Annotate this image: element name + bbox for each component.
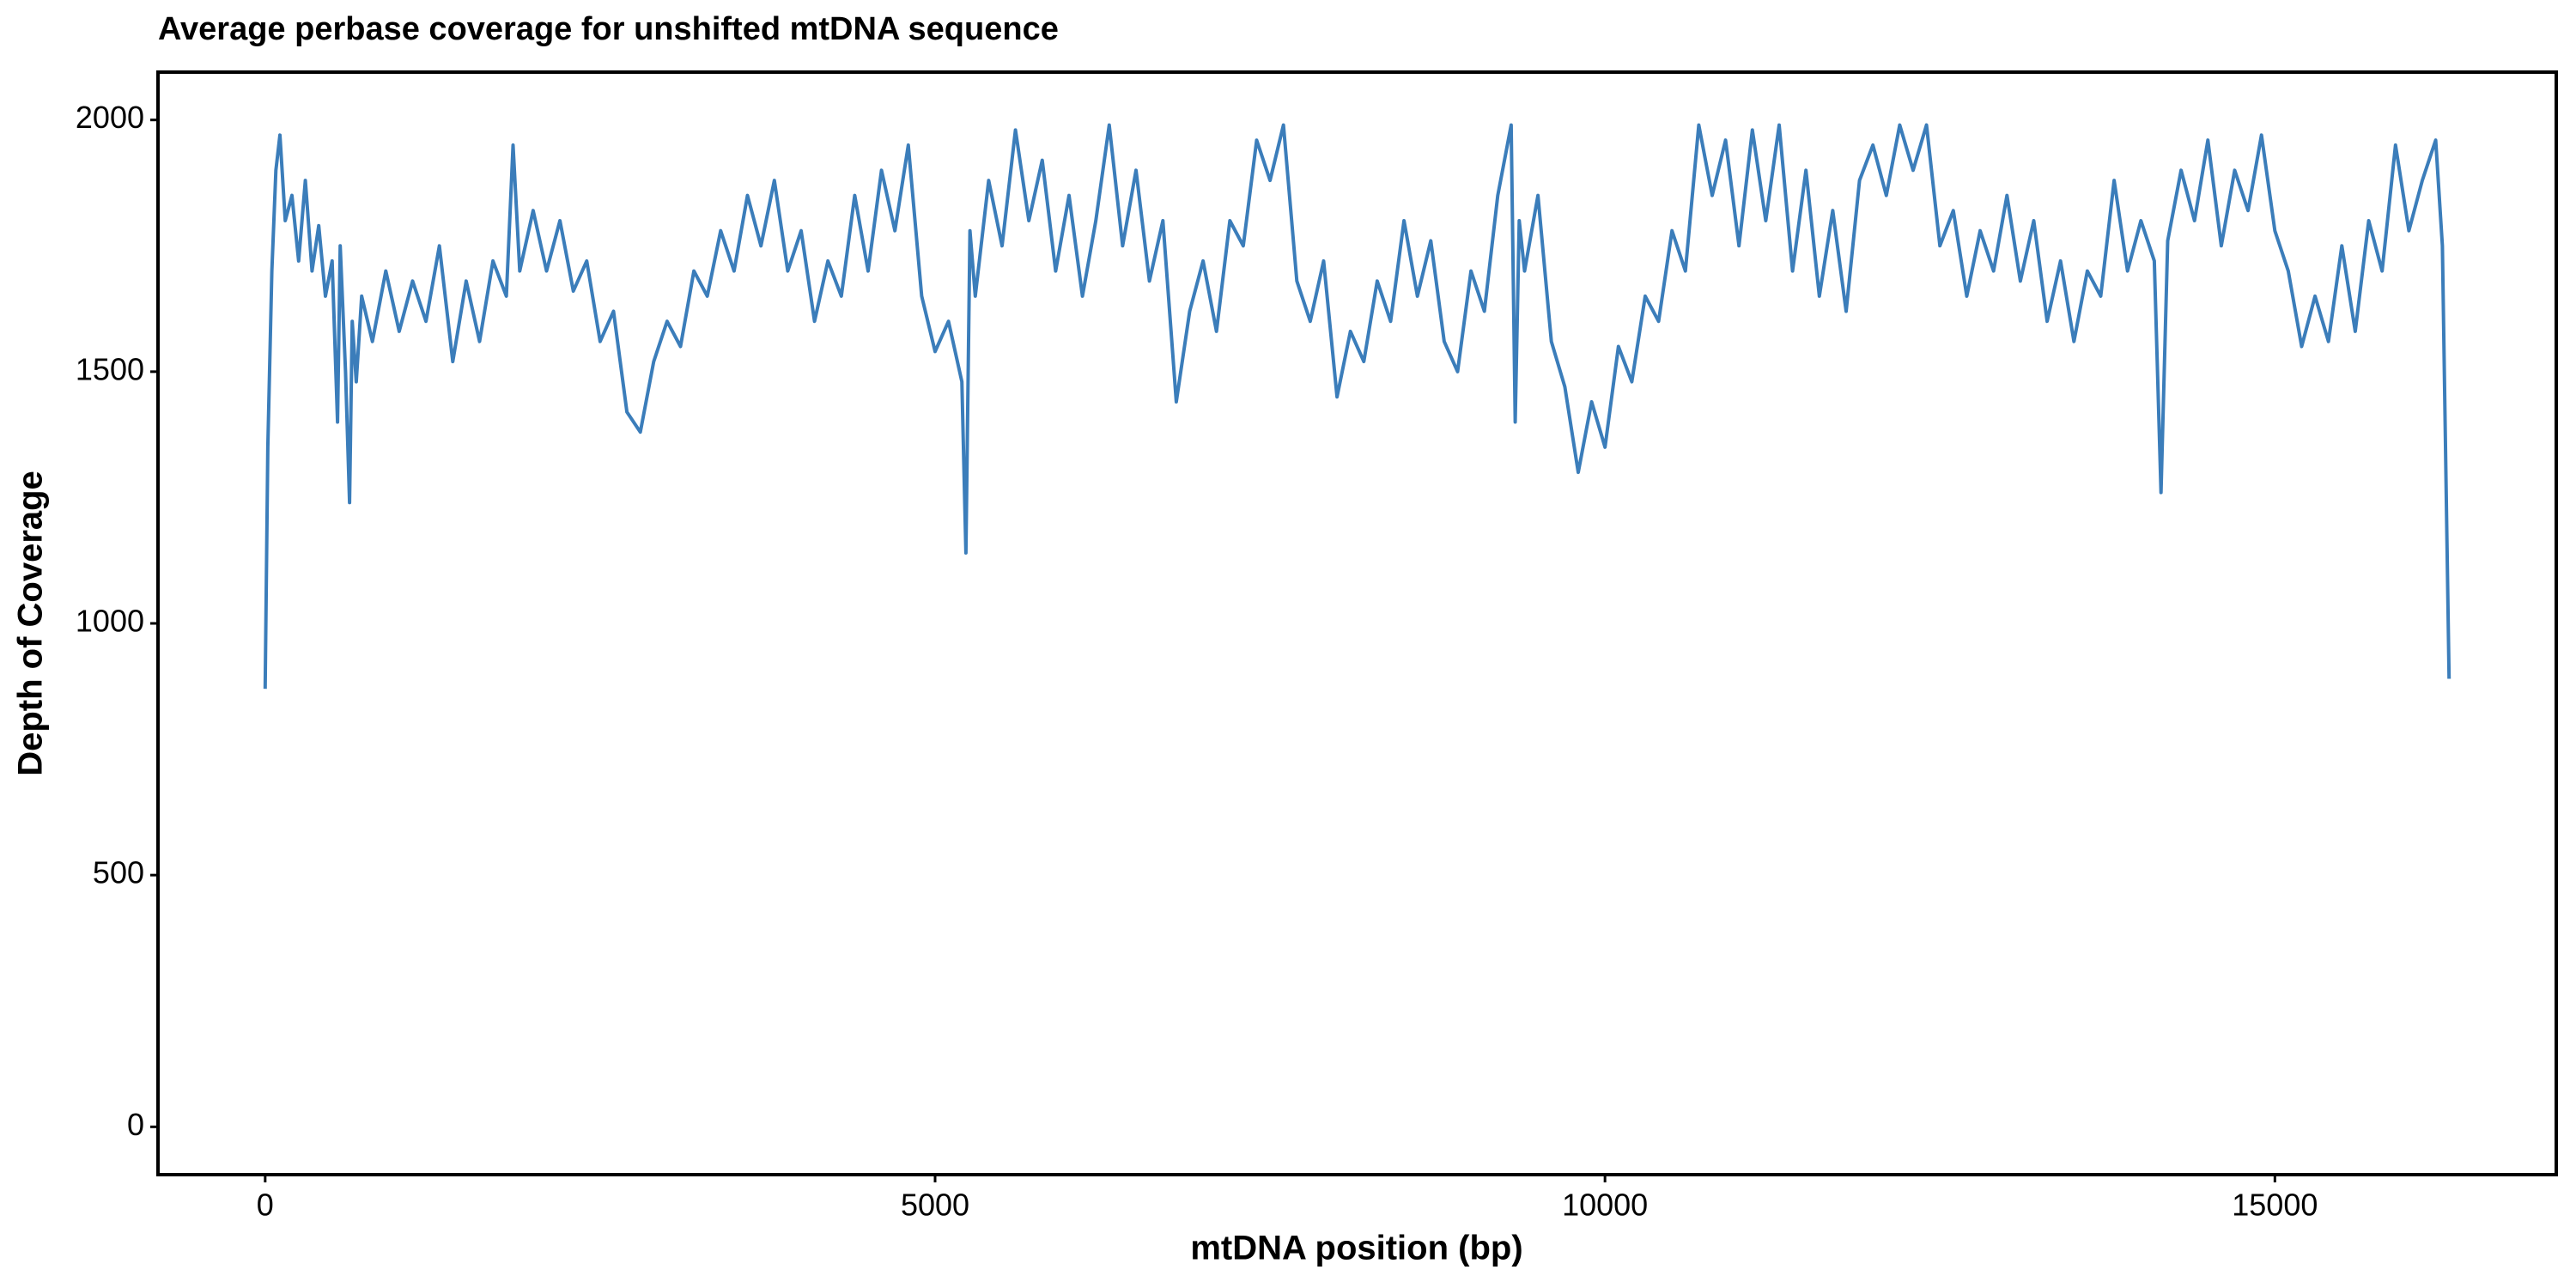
y-tick-label: 1500 bbox=[76, 351, 144, 386]
y-tick-label: 500 bbox=[93, 855, 144, 890]
chart-title: Average perbase coverage for unshifted m… bbox=[158, 11, 1059, 47]
x-tick-label: 15000 bbox=[2232, 1188, 2318, 1223]
coverage-line bbox=[263, 123, 2451, 690]
x-axis-title: mtDNA position (bp) bbox=[1190, 1230, 1522, 1267]
y-tick-label: 0 bbox=[127, 1107, 144, 1142]
y-tick-label: 2000 bbox=[76, 100, 144, 135]
y-axis-title: Depth of Coverage bbox=[12, 471, 50, 776]
x-tick-label: 5000 bbox=[901, 1188, 969, 1223]
y-tick-label: 1000 bbox=[76, 604, 144, 639]
x-tick-label: 0 bbox=[257, 1188, 274, 1223]
x-tick-label: 10000 bbox=[1562, 1188, 1648, 1223]
